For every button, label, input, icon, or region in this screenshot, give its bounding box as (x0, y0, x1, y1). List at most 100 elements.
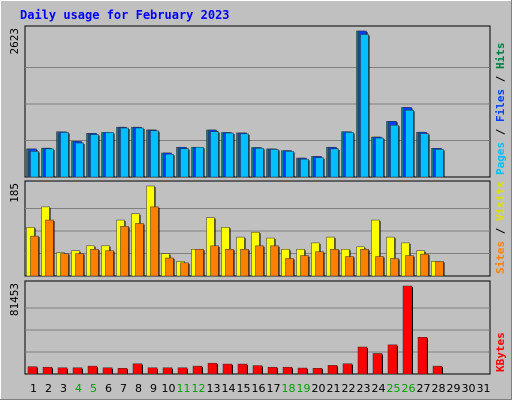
x-tick-label-28: 28 (432, 382, 446, 395)
bar-visits-sites-day-14 (225, 248, 234, 277)
bar-visits-sites-day-16 (255, 245, 264, 277)
bar-visits-sites-day-25 (390, 258, 399, 277)
x-tick-label-11: 11 (177, 382, 191, 395)
bar-kbytes-kbytes-day-3 (57, 367, 68, 375)
bar-kbytes-kbytes-day-15 (237, 363, 248, 375)
bar-kbytes-kbytes-day-19 (297, 367, 308, 375)
x-tick-label-4: 4 (75, 382, 82, 395)
bar-hits-pages-day-4 (75, 142, 84, 178)
x-tick-label-1: 1 (30, 382, 37, 395)
x-tick-label-30: 30 (462, 382, 476, 395)
x-tick-label-22: 22 (342, 382, 356, 395)
x-tick-label-18: 18 (282, 382, 296, 395)
bar-kbytes-kbytes-day-1 (27, 366, 38, 375)
bar-kbytes-kbytes-day-21 (327, 365, 338, 375)
x-tick-label-9: 9 (150, 382, 157, 395)
bar-kbytes-kbytes-day-14 (222, 363, 233, 375)
x-tick-label-26: 26 (402, 382, 416, 395)
bar-kbytes-kbytes-day-24 (372, 353, 383, 375)
bar-hits-pages-day-3 (60, 132, 69, 178)
axis-legend-hits-1: / (494, 122, 507, 135)
bar-visits-sites-day-7 (120, 226, 129, 277)
axis-legend-hits-3: / (494, 69, 507, 82)
x-tick-label-8: 8 (135, 382, 142, 395)
x-tick-label-19: 19 (297, 382, 311, 395)
bar-kbytes-kbytes-day-12 (192, 365, 203, 375)
bar-hits-pages-day-9 (150, 130, 159, 178)
axis-legend-visits: Sites / Visits (494, 181, 507, 274)
bar-visits-sites-day-22 (345, 256, 354, 277)
bar-visits-sites-day-10 (165, 257, 174, 277)
bar-kbytes-kbytes-day-22 (342, 363, 353, 375)
bar-hits-pages-day-15 (240, 133, 249, 178)
x-tick-label-13: 13 (207, 382, 221, 395)
bar-kbytes-kbytes-day-23 (357, 346, 368, 375)
x-tick-label-7: 7 (120, 382, 127, 395)
ymax-label-visits: 185 (8, 183, 21, 203)
bar-kbytes-kbytes-day-6 (102, 367, 113, 375)
x-tick-label-24: 24 (372, 382, 386, 395)
x-tick-label-27: 27 (417, 382, 431, 395)
bar-hits-pages-day-25 (390, 124, 399, 178)
x-tick-label-3: 3 (60, 382, 67, 395)
bar-hits-pages-day-28 (435, 149, 444, 178)
bar-kbytes-kbytes-day-5 (87, 365, 98, 375)
x-tick-label-31: 31 (477, 382, 491, 395)
bar-hits-pages-day-27 (420, 133, 429, 178)
axis-legend-visits-1: / (494, 221, 507, 234)
bar-hits-pages-day-23 (360, 34, 369, 178)
bar-kbytes-kbytes-day-9 (147, 367, 158, 375)
bar-kbytes-kbytes-day-16 (252, 365, 263, 375)
bar-hits-pages-day-14 (225, 132, 234, 178)
bar-hits-pages-day-11 (180, 148, 189, 178)
bar-kbytes-kbytes-day-18 (282, 366, 293, 375)
x-tick-label-2: 2 (45, 382, 52, 395)
axis-legend-hits: Pages / Files / Hits (494, 43, 507, 176)
bar-visits-sites-day-18 (285, 258, 294, 277)
bar-hits-pages-day-19 (300, 158, 309, 178)
bar-hits-pages-day-5 (90, 134, 99, 178)
bar-visits-sites-day-9 (150, 206, 159, 277)
bar-hits-pages-day-7 (120, 127, 129, 178)
bar-visits-sites-day-26 (405, 255, 414, 277)
bar-visits-sites-day-15 (240, 248, 249, 277)
bar-visits-sites-day-17 (270, 245, 279, 277)
chart-title: Daily usage for February 2023 (20, 8, 230, 22)
x-tick-label-25: 25 (387, 382, 401, 395)
bar-hits-pages-day-16 (255, 148, 264, 178)
bar-visits-sites-day-3 (60, 253, 69, 277)
bar-visits-sites-day-21 (330, 248, 339, 277)
bar-kbytes-kbytes-day-4 (72, 367, 83, 375)
x-tick-label-21: 21 (327, 382, 341, 395)
x-tick-label-15: 15 (237, 382, 251, 395)
bar-kbytes-kbytes-day-8 (132, 363, 143, 375)
bar-hits-pages-day-26 (405, 109, 414, 178)
axis-legend-hits-4: Hits (494, 43, 507, 70)
bar-kbytes-kbytes-day-20 (312, 368, 323, 375)
x-tick-label-23: 23 (357, 382, 371, 395)
bar-hits-pages-day-12 (195, 146, 204, 178)
bar-hits-pages-day-21 (330, 148, 339, 178)
bar-hits-pages-day-20 (315, 157, 324, 178)
bar-visits-sites-day-28 (435, 261, 444, 277)
bar-visits-sites-day-2 (45, 219, 54, 277)
bar-visits-sites-day-5 (90, 248, 99, 277)
bar-kbytes-kbytes-day-28 (432, 365, 443, 375)
axis-legend-kbytes-0: KBytes (494, 332, 507, 372)
bar-kbytes-kbytes-day-7 (117, 368, 128, 375)
bar-hits-pages-day-22 (345, 132, 354, 178)
bar-visits-sites-day-23 (360, 248, 369, 277)
x-tick-label-16: 16 (252, 382, 266, 395)
x-tick-label-17: 17 (267, 382, 281, 395)
bar-kbytes-kbytes-day-26 (402, 285, 413, 375)
x-tick-label-29: 29 (447, 382, 461, 395)
bar-visits-sites-day-20 (315, 251, 324, 277)
x-tick-label-20: 20 (312, 382, 326, 395)
bar-kbytes-kbytes-day-13 (207, 362, 218, 375)
bar-visits-sites-day-27 (420, 253, 429, 277)
bar-kbytes-kbytes-day-2 (42, 366, 53, 375)
x-tick-label-6: 6 (105, 382, 112, 395)
bar-kbytes-kbytes-day-11 (177, 367, 188, 375)
bar-hits-pages-day-1 (30, 151, 39, 178)
